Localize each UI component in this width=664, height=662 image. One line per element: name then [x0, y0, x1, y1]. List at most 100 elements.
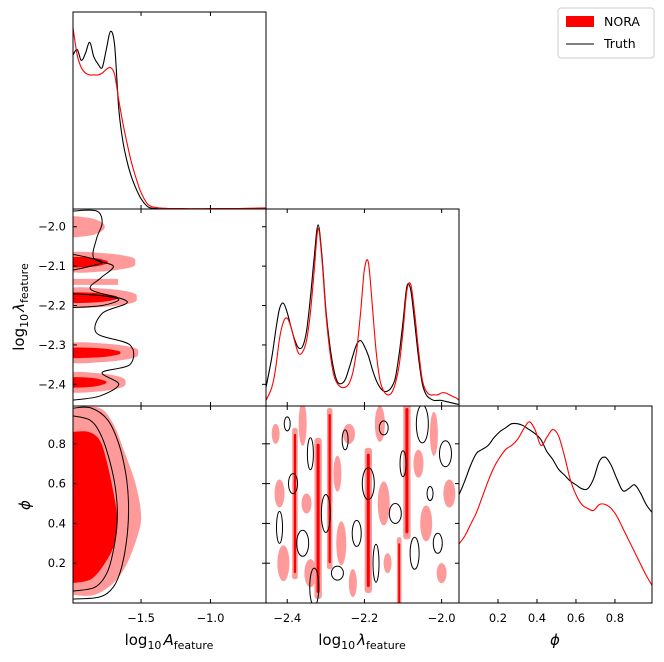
x-tick-label-A: −1.0 — [196, 611, 224, 625]
nora-light-blob — [277, 545, 290, 582]
truth-contour-loop — [309, 567, 320, 603]
nora-light-blob — [301, 493, 312, 514]
panel-joint-phi-A — [73, 406, 142, 600]
x-tick-label-phi: 0.4 — [528, 611, 546, 625]
truth-contour-loop — [438, 440, 452, 468]
truth-contour-loop — [399, 450, 407, 478]
x-tick-label-A: −1.5 — [127, 611, 155, 625]
nora-outer-band — [73, 216, 105, 238]
x-tick-label-phi: 0.8 — [606, 611, 624, 625]
truth-contour-loop — [306, 437, 314, 471]
legend-label-truth: Truth — [603, 36, 636, 51]
ylabel-lambda: log10λfeature — [10, 263, 31, 351]
nora-stripe-inner — [405, 407, 409, 534]
truth-contour-loop — [361, 467, 375, 501]
nora-light-blob — [429, 411, 438, 456]
frame-marginal-lambda — [265, 208, 460, 407]
nora-inner-band — [73, 347, 121, 359]
nora-stripe-inner — [366, 453, 370, 588]
xlabel-lambda: log10 λfeature — [318, 631, 406, 652]
x-tick-label-phi: 0.2 — [489, 611, 507, 625]
nora-line — [458, 421, 653, 586]
nora-inner-band — [73, 256, 108, 268]
truth-contour-loop — [341, 429, 349, 451]
truth-contour-loop — [276, 510, 284, 544]
nora-stripe-inner — [293, 433, 297, 574]
nora-light-blob — [436, 563, 447, 584]
y-tick-label-phi: 0.8 — [48, 437, 66, 451]
truth-contour-loop — [409, 536, 420, 570]
nora-light-blob — [304, 559, 317, 588]
x-tick-label-phi: 0.6 — [567, 611, 585, 625]
y-tick-label-lambda: −2.2 — [38, 299, 66, 313]
tick-marks — [73, 12, 616, 603]
tick-labels: −1.5 −1.0 −2.4 −2.2 −2.0 0.2 0.4 0.6 0.8 −2.4 −2.3… — [38, 220, 624, 625]
nora-light-blob — [413, 449, 424, 478]
truth-contour-loop — [426, 486, 434, 502]
nora-light-blob — [377, 481, 390, 526]
y-tick-label-phi: 0.4 — [48, 516, 66, 530]
truth-line — [72, 30, 266, 210]
nora-light-blob — [336, 521, 347, 566]
ylabel-phi: ϕ — [16, 500, 34, 510]
truth-contour-loop — [320, 493, 331, 533]
y-tick-label-phi: 0.2 — [48, 556, 66, 570]
truth-contour-loop — [432, 532, 443, 554]
xlabel-A: log10 Afeature — [125, 631, 214, 652]
nora-light-blob — [274, 479, 285, 508]
truth-contour-loop — [372, 543, 380, 583]
legend: NORA Truth — [557, 7, 655, 59]
nora-stripe-inner — [328, 413, 331, 564]
truth-contour-outer — [73, 406, 130, 600]
truth-contour-loop — [388, 502, 402, 524]
truth-contour-loop — [378, 420, 389, 436]
nora-line — [266, 227, 459, 401]
nora-light-blob — [342, 423, 355, 444]
legend-swatch-nora — [566, 16, 594, 27]
frame-joint-phi-lambda — [265, 405, 460, 604]
nora-line — [72, 27, 267, 210]
legend-label-nora: NORA — [604, 14, 640, 29]
nora-stripe-inner — [316, 443, 320, 594]
y-tick-label-phi: 0.6 — [48, 477, 66, 491]
panel-joint-lambda-A — [73, 209, 139, 401]
truth-contour-inner — [73, 415, 118, 592]
panel-marginal-phi — [458, 421, 653, 586]
nora-stripe-inner — [398, 543, 401, 603]
nora-light-blob — [271, 423, 280, 444]
panel-marginal-A — [72, 27, 267, 210]
frame-marginal-phi — [458, 405, 653, 604]
nora-light-blob — [443, 479, 456, 508]
truth-contour-loop — [415, 406, 429, 444]
truth-line — [266, 224, 459, 405]
y-tick-label-lambda: −2.3 — [38, 338, 66, 352]
x-tick-label-lambda: −2.0 — [428, 611, 456, 625]
truth-contour-loop — [283, 416, 291, 432]
y-tick-label-lambda: −2.4 — [38, 377, 66, 391]
nora-light-blob — [333, 455, 342, 492]
truth-contour-loop — [330, 565, 344, 581]
truth-contour — [73, 293, 120, 308]
truth-contour-loop — [351, 519, 362, 547]
nora-inner-band — [73, 377, 107, 388]
truth-contour-loop — [288, 473, 299, 495]
nora-light-blob — [383, 553, 392, 574]
panel-joint-phi-lambda — [271, 406, 456, 603]
nora-light-blob — [298, 406, 307, 446]
nora-inner-region — [73, 431, 118, 584]
truth-contour — [73, 253, 103, 271]
x-tick-label-lambda: −2.4 — [273, 611, 301, 625]
x-tick-label-lambda: −2.2 — [350, 611, 378, 625]
truth-contour — [73, 209, 135, 401]
truth-contour-loop — [296, 529, 310, 557]
truth-line — [458, 422, 653, 513]
nora-light-blob — [348, 569, 357, 598]
nora-light-blob — [420, 505, 433, 542]
frame-marginal-A — [72, 11, 267, 210]
panel-marginal-lambda — [266, 224, 459, 405]
y-tick-label-lambda: −2.0 — [38, 220, 66, 234]
xlabel-phi: ϕ — [550, 631, 560, 649]
y-tick-label-lambda: −2.1 — [38, 259, 66, 273]
panel-frames — [72, 11, 653, 604]
